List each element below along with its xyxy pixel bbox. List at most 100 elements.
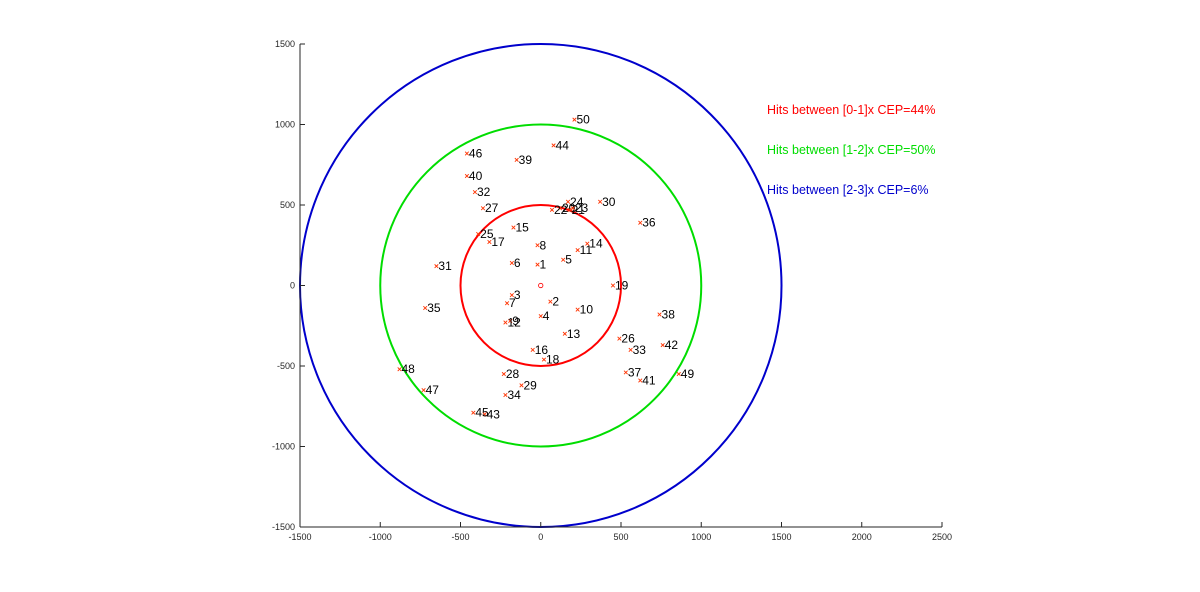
hit-label: 13 <box>567 327 581 341</box>
hit-point-9: 9 <box>508 314 519 328</box>
hit-point-10: 10 <box>575 303 593 317</box>
hit-marker <box>617 336 622 341</box>
hit-label: 47 <box>426 383 440 397</box>
cep-annotation-2: Hits between [1-2]x CEP=50% <box>767 143 936 157</box>
hit-marker <box>471 410 476 415</box>
hit-point-24: 24 <box>565 195 584 209</box>
hit-label: 36 <box>642 216 656 230</box>
y-tick-label: -1000 <box>272 442 295 452</box>
hit-marker <box>562 331 567 336</box>
hit-marker <box>503 320 508 325</box>
hit-label: 23 <box>575 201 589 215</box>
hit-point-4: 4 <box>538 309 550 323</box>
hit-label: 38 <box>662 307 676 321</box>
hit-label: 12 <box>507 316 521 330</box>
y-tick-label: -500 <box>277 361 295 371</box>
hit-marker <box>519 383 524 388</box>
y-tick-label: 1500 <box>275 39 295 49</box>
hit-point-33: 33 <box>628 343 647 357</box>
hit-marker <box>503 392 508 398</box>
hit-marker <box>575 247 580 253</box>
hit-label: 29 <box>523 378 537 392</box>
hit-label: 46 <box>469 146 483 160</box>
hit-marker <box>421 388 426 393</box>
hit-label: 16 <box>535 343 549 357</box>
hit-point-30: 30 <box>598 195 616 209</box>
hit-label: 45 <box>475 406 489 420</box>
hit-point-44: 44 <box>551 138 569 152</box>
hit-marker <box>509 293 514 298</box>
cep-circle-2 <box>379 123 703 448</box>
hit-point-43: 43 <box>482 407 500 421</box>
hit-marker <box>638 378 643 383</box>
hit-marker <box>551 143 556 148</box>
hit-marker <box>610 283 616 288</box>
hit-label: 3 <box>514 288 521 302</box>
hit-label: 50 <box>576 113 590 127</box>
hit-marker <box>508 318 513 324</box>
x-tick-label: 500 <box>613 532 628 542</box>
hit-label: 49 <box>681 367 695 381</box>
hit-label: 42 <box>665 338 679 352</box>
hit-marker <box>530 347 535 353</box>
hit-marker <box>565 199 571 204</box>
hit-marker <box>535 262 540 267</box>
hit-marker <box>482 412 487 417</box>
x-tick-label: -1500 <box>288 532 311 542</box>
hit-label: 5 <box>565 253 572 267</box>
hit-marker <box>572 117 577 122</box>
hit-point-16: 16 <box>530 343 549 357</box>
hit-marker <box>538 313 543 319</box>
hit-point-42: 42 <box>660 338 679 352</box>
hit-marker <box>541 357 547 362</box>
x-tick-label: 0 <box>538 532 543 542</box>
hit-label: 33 <box>633 343 647 357</box>
hit-point-34: 34 <box>503 388 521 402</box>
hit-label: 7 <box>509 296 516 310</box>
hit-point-5: 5 <box>561 253 572 267</box>
hit-marker <box>397 367 402 372</box>
hit-point-29: 29 <box>519 378 537 392</box>
hit-point-50: 50 <box>572 113 590 127</box>
y-tick-label: 1000 <box>275 120 295 130</box>
hit-marker <box>464 173 470 179</box>
cep-annotation-3: Hits between [2-3]x CEP=6% <box>767 183 929 197</box>
hit-point-32: 32 <box>472 185 491 199</box>
hit-point-41: 41 <box>638 373 656 387</box>
hit-point-39: 39 <box>514 153 532 167</box>
y-tick-label: 500 <box>280 200 295 210</box>
hit-marker <box>548 299 553 304</box>
hit-point-26: 26 <box>617 332 635 346</box>
hit-point-19: 19 <box>610 279 629 293</box>
y-ticks: -1500 -1000 -500 0 500 1000 1500 <box>272 39 305 532</box>
x-tick-label: -500 <box>451 532 469 542</box>
hit-label: 35 <box>427 301 441 315</box>
hit-label: 8 <box>540 238 547 252</box>
hit-marker <box>509 260 514 266</box>
hit-label: 9 <box>512 314 519 328</box>
hit-point-47: 47 <box>421 383 440 397</box>
hit-marker <box>575 307 580 312</box>
hit-point-12: 12 <box>503 316 521 330</box>
hit-label: 34 <box>507 388 521 402</box>
hit-label: 26 <box>621 332 635 346</box>
hit-point-27: 27 <box>480 201 499 215</box>
hit-label: 18 <box>546 353 560 367</box>
y-tick-label: 0 <box>290 281 295 291</box>
hit-marker <box>464 151 470 156</box>
hit-label: 11 <box>580 243 593 257</box>
hit-marker <box>567 207 572 212</box>
hit-label: 19 <box>615 279 629 293</box>
hit-label: 28 <box>506 367 520 381</box>
hit-point-37: 37 <box>623 365 641 379</box>
hit-marker <box>628 347 633 353</box>
hit-point-45: 45 <box>471 406 489 420</box>
hit-label: 24 <box>570 195 584 209</box>
hit-point-20: 20 <box>557 201 576 215</box>
hit-label: 1 <box>540 258 547 272</box>
hit-point-46: 46 <box>464 146 483 160</box>
hit-marker <box>623 370 628 375</box>
center-marker <box>538 282 544 289</box>
